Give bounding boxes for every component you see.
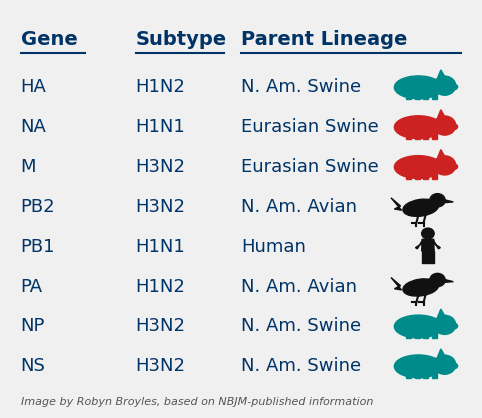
- Polygon shape: [406, 172, 411, 178]
- Circle shape: [434, 315, 455, 334]
- Ellipse shape: [394, 155, 442, 178]
- Text: PA: PA: [21, 278, 43, 296]
- Text: N. Am. Swine: N. Am. Swine: [241, 78, 361, 96]
- Ellipse shape: [394, 76, 442, 99]
- Ellipse shape: [449, 164, 457, 170]
- Text: Parent Lineage: Parent Lineage: [241, 31, 407, 49]
- Polygon shape: [438, 349, 446, 357]
- Ellipse shape: [449, 124, 457, 130]
- Polygon shape: [406, 331, 411, 338]
- Polygon shape: [406, 132, 411, 139]
- Polygon shape: [423, 371, 428, 378]
- Polygon shape: [432, 371, 437, 378]
- Text: HA: HA: [21, 78, 46, 96]
- Text: N. Am. Avian: N. Am. Avian: [241, 198, 357, 216]
- Polygon shape: [423, 92, 428, 99]
- Text: Eurasian Swine: Eurasian Swine: [241, 158, 379, 176]
- Text: PB2: PB2: [21, 198, 55, 216]
- Text: Gene: Gene: [21, 31, 77, 49]
- Polygon shape: [415, 331, 420, 338]
- Ellipse shape: [449, 84, 457, 90]
- Text: N. Am. Swine: N. Am. Swine: [241, 317, 361, 335]
- Polygon shape: [415, 172, 420, 178]
- Text: H3N2: H3N2: [135, 317, 186, 335]
- Polygon shape: [428, 251, 434, 263]
- Polygon shape: [415, 132, 420, 139]
- Text: H1N1: H1N1: [135, 238, 185, 256]
- Text: NS: NS: [21, 357, 45, 375]
- Text: H3N2: H3N2: [135, 198, 186, 216]
- Circle shape: [434, 76, 455, 95]
- Polygon shape: [432, 172, 437, 178]
- Polygon shape: [391, 198, 402, 210]
- Ellipse shape: [394, 355, 442, 378]
- Polygon shape: [438, 70, 446, 78]
- Polygon shape: [432, 331, 437, 338]
- Polygon shape: [415, 92, 420, 99]
- Ellipse shape: [403, 199, 439, 217]
- Polygon shape: [423, 172, 428, 178]
- Polygon shape: [443, 279, 453, 283]
- Ellipse shape: [394, 116, 442, 139]
- Text: N. Am. Avian: N. Am. Avian: [241, 278, 357, 296]
- Circle shape: [430, 273, 445, 287]
- Text: H3N2: H3N2: [135, 357, 186, 375]
- Ellipse shape: [403, 279, 439, 296]
- Text: H1N1: H1N1: [135, 118, 185, 136]
- Polygon shape: [422, 251, 428, 263]
- Polygon shape: [406, 92, 411, 99]
- Polygon shape: [438, 150, 446, 158]
- Text: Eurasian Swine: Eurasian Swine: [241, 118, 379, 136]
- Polygon shape: [434, 240, 441, 249]
- Polygon shape: [423, 132, 428, 139]
- Ellipse shape: [449, 363, 457, 369]
- Text: M: M: [21, 158, 36, 176]
- Text: H1N2: H1N2: [135, 78, 186, 96]
- Text: Subtype: Subtype: [135, 31, 227, 49]
- Polygon shape: [438, 309, 446, 317]
- Polygon shape: [432, 92, 437, 99]
- Text: N. Am. Swine: N. Am. Swine: [241, 357, 361, 375]
- Ellipse shape: [394, 315, 442, 338]
- Text: NA: NA: [21, 118, 46, 136]
- Text: H1N2: H1N2: [135, 278, 186, 296]
- Text: NP: NP: [21, 317, 45, 335]
- Text: Human: Human: [241, 238, 306, 256]
- Circle shape: [434, 156, 455, 175]
- Polygon shape: [443, 199, 453, 203]
- Text: PB1: PB1: [21, 238, 55, 256]
- Polygon shape: [432, 132, 437, 139]
- Polygon shape: [406, 371, 411, 378]
- Circle shape: [434, 116, 455, 135]
- Circle shape: [422, 228, 434, 239]
- Text: H3N2: H3N2: [135, 158, 186, 176]
- Polygon shape: [415, 240, 422, 249]
- Polygon shape: [415, 371, 420, 378]
- Polygon shape: [391, 278, 402, 290]
- Circle shape: [434, 355, 455, 374]
- Polygon shape: [423, 331, 428, 338]
- Polygon shape: [438, 110, 446, 118]
- Text: Image by Robyn Broyles, based on NBJM-published information: Image by Robyn Broyles, based on NBJM-pu…: [21, 398, 373, 408]
- Polygon shape: [422, 240, 434, 251]
- Ellipse shape: [449, 323, 457, 329]
- Circle shape: [430, 194, 445, 207]
